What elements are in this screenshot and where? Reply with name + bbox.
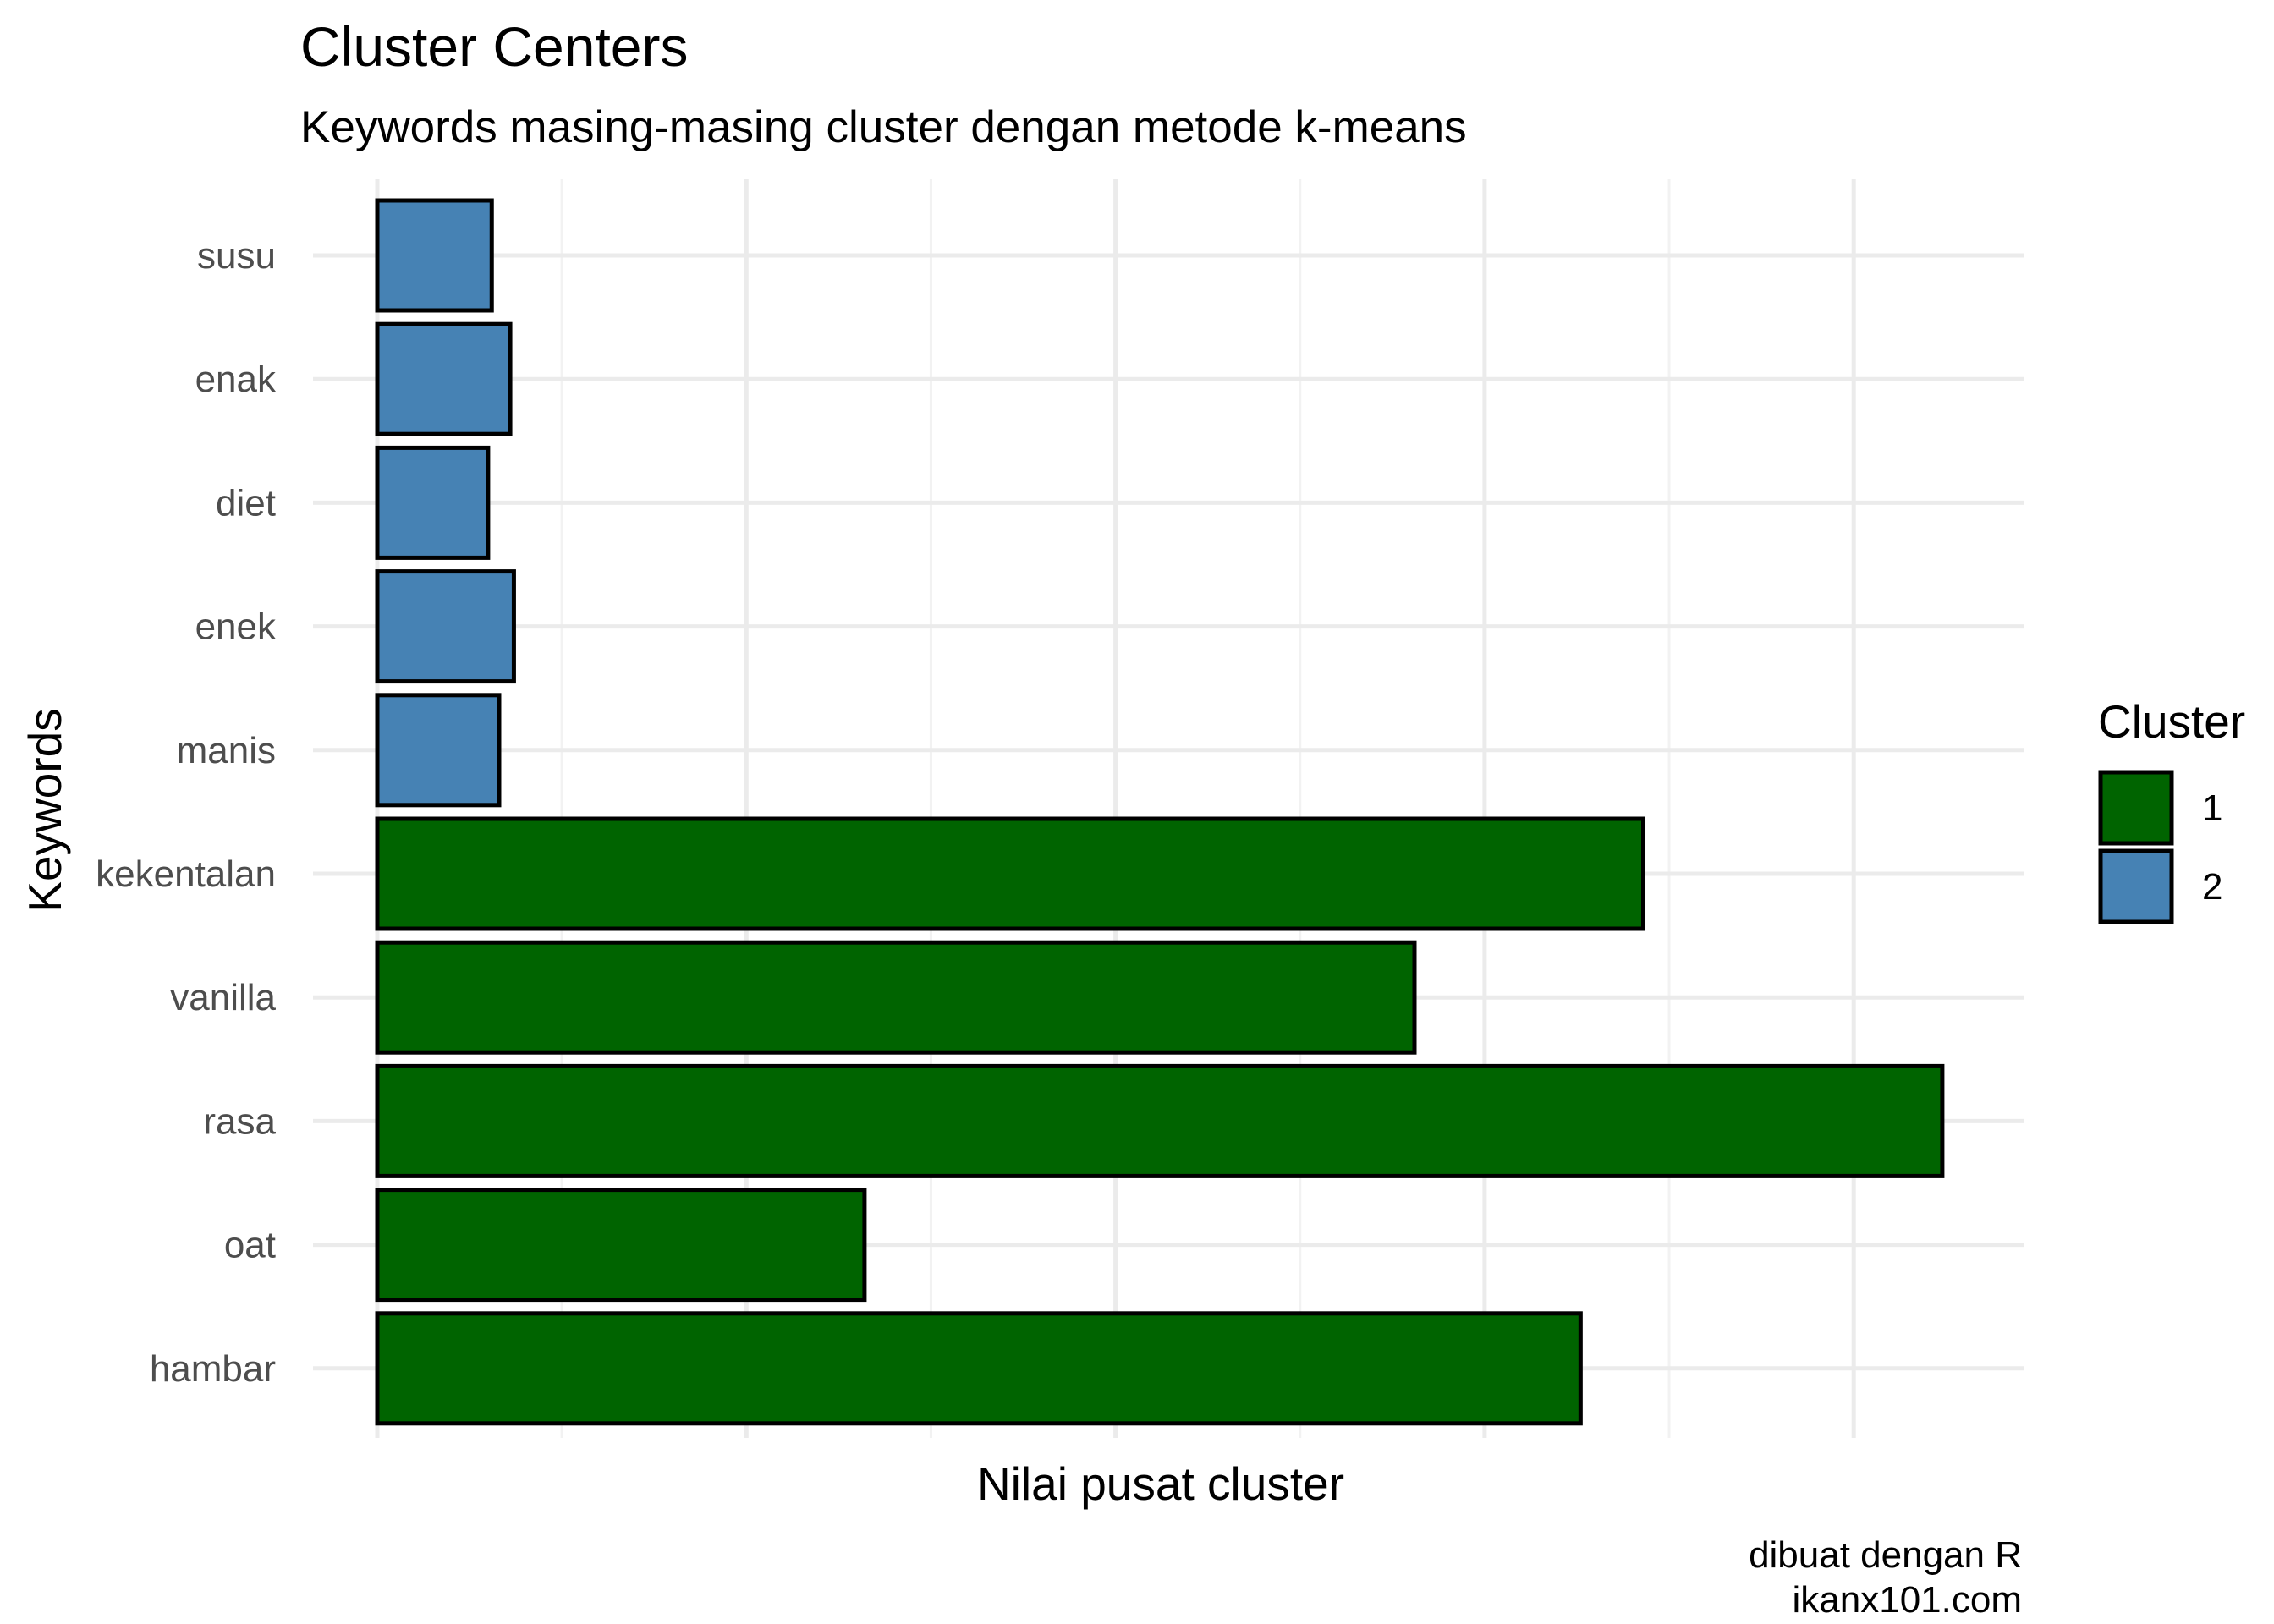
bar-enak xyxy=(375,321,513,436)
y-tick-label-oat: oat xyxy=(224,1225,276,1266)
y-tick-label-rasa: rasa xyxy=(203,1100,276,1142)
y-tick-label-enek: enek xyxy=(195,606,277,648)
y-tick-label-manis: manis xyxy=(177,730,276,771)
y-tick-label-diet: diet xyxy=(216,482,276,524)
chart-subtitle: Keywords masing-masing cluster dengan me… xyxy=(300,102,1467,152)
caption-site: ikanx101.com xyxy=(1793,1579,2022,1621)
y-tick-label-susu: susu xyxy=(197,235,276,277)
legend-title: Cluster xyxy=(2098,695,2245,748)
chart-title: Cluster Centers xyxy=(300,15,689,78)
bar-enek xyxy=(375,569,516,684)
y-tick-label-kekentalan: kekentalan xyxy=(96,853,276,895)
bar-hambar xyxy=(375,1311,1583,1426)
bar-oat xyxy=(375,1188,867,1303)
y-tick-labels: susu enak diet enek manis kekentalan vanilla ra… xyxy=(96,235,277,1390)
legend-label-1: 1 xyxy=(2202,787,2222,829)
x-axis-title: Nilai pusat cluster xyxy=(977,1457,1344,1510)
bar-kekentalan xyxy=(375,816,1646,931)
y-axis-title: Keywords xyxy=(19,708,71,912)
bar-vanilla xyxy=(375,940,1417,1055)
legend-swatch-1 xyxy=(2098,770,2174,846)
y-tick-label-vanilla: vanilla xyxy=(170,977,276,1018)
caption-credit: dibuat dengan R xyxy=(1749,1534,2022,1576)
bar-series xyxy=(375,198,1945,1426)
y-tick-label-hambar: hambar xyxy=(150,1348,276,1390)
bar-diet xyxy=(375,445,491,560)
legend-label-2: 2 xyxy=(2202,866,2222,908)
y-tick-label-enak: enak xyxy=(195,359,277,400)
bar-manis xyxy=(375,693,502,808)
legend-swatch-2 xyxy=(2098,848,2174,924)
bar-rasa xyxy=(375,1063,1945,1178)
bar-susu xyxy=(375,198,494,313)
legend: Cluster 1 2 xyxy=(2098,695,2245,924)
